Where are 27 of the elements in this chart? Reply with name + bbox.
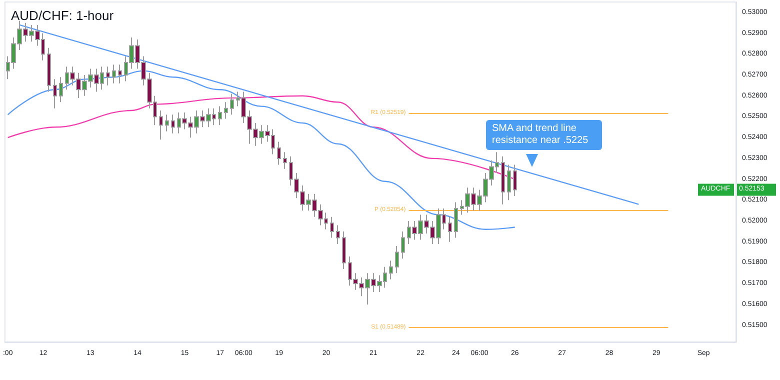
candlestick [283, 152, 287, 170]
candlestick [389, 260, 393, 280]
candlestick [401, 230, 405, 260]
candlestick [218, 106, 222, 126]
candlestick [454, 202, 458, 238]
candlestick [330, 216, 334, 238]
candlestick [448, 216, 452, 242]
candlestick [165, 114, 169, 132]
candlestick [106, 66, 110, 86]
candlestick [47, 47, 51, 92]
annotation: SMA and trend line resistance near .5225 [492, 123, 588, 146]
candlestick [501, 156, 505, 205]
text: AUD/CHF: 1-hour [11, 8, 114, 23]
candlestick [513, 164, 517, 196]
candlestick [230, 93, 234, 116]
candlestick [59, 76, 63, 103]
candlestick [507, 164, 511, 201]
candlestick [336, 224, 340, 244]
candlestick [224, 102, 228, 120]
candlestick [53, 78, 57, 109]
candlestick [277, 141, 281, 166]
candlestick [112, 64, 116, 84]
candlestick [118, 64, 122, 84]
candlestick [159, 110, 163, 140]
candlestick [171, 114, 175, 134]
candlestick [342, 230, 346, 270]
candlestick [395, 246, 399, 274]
